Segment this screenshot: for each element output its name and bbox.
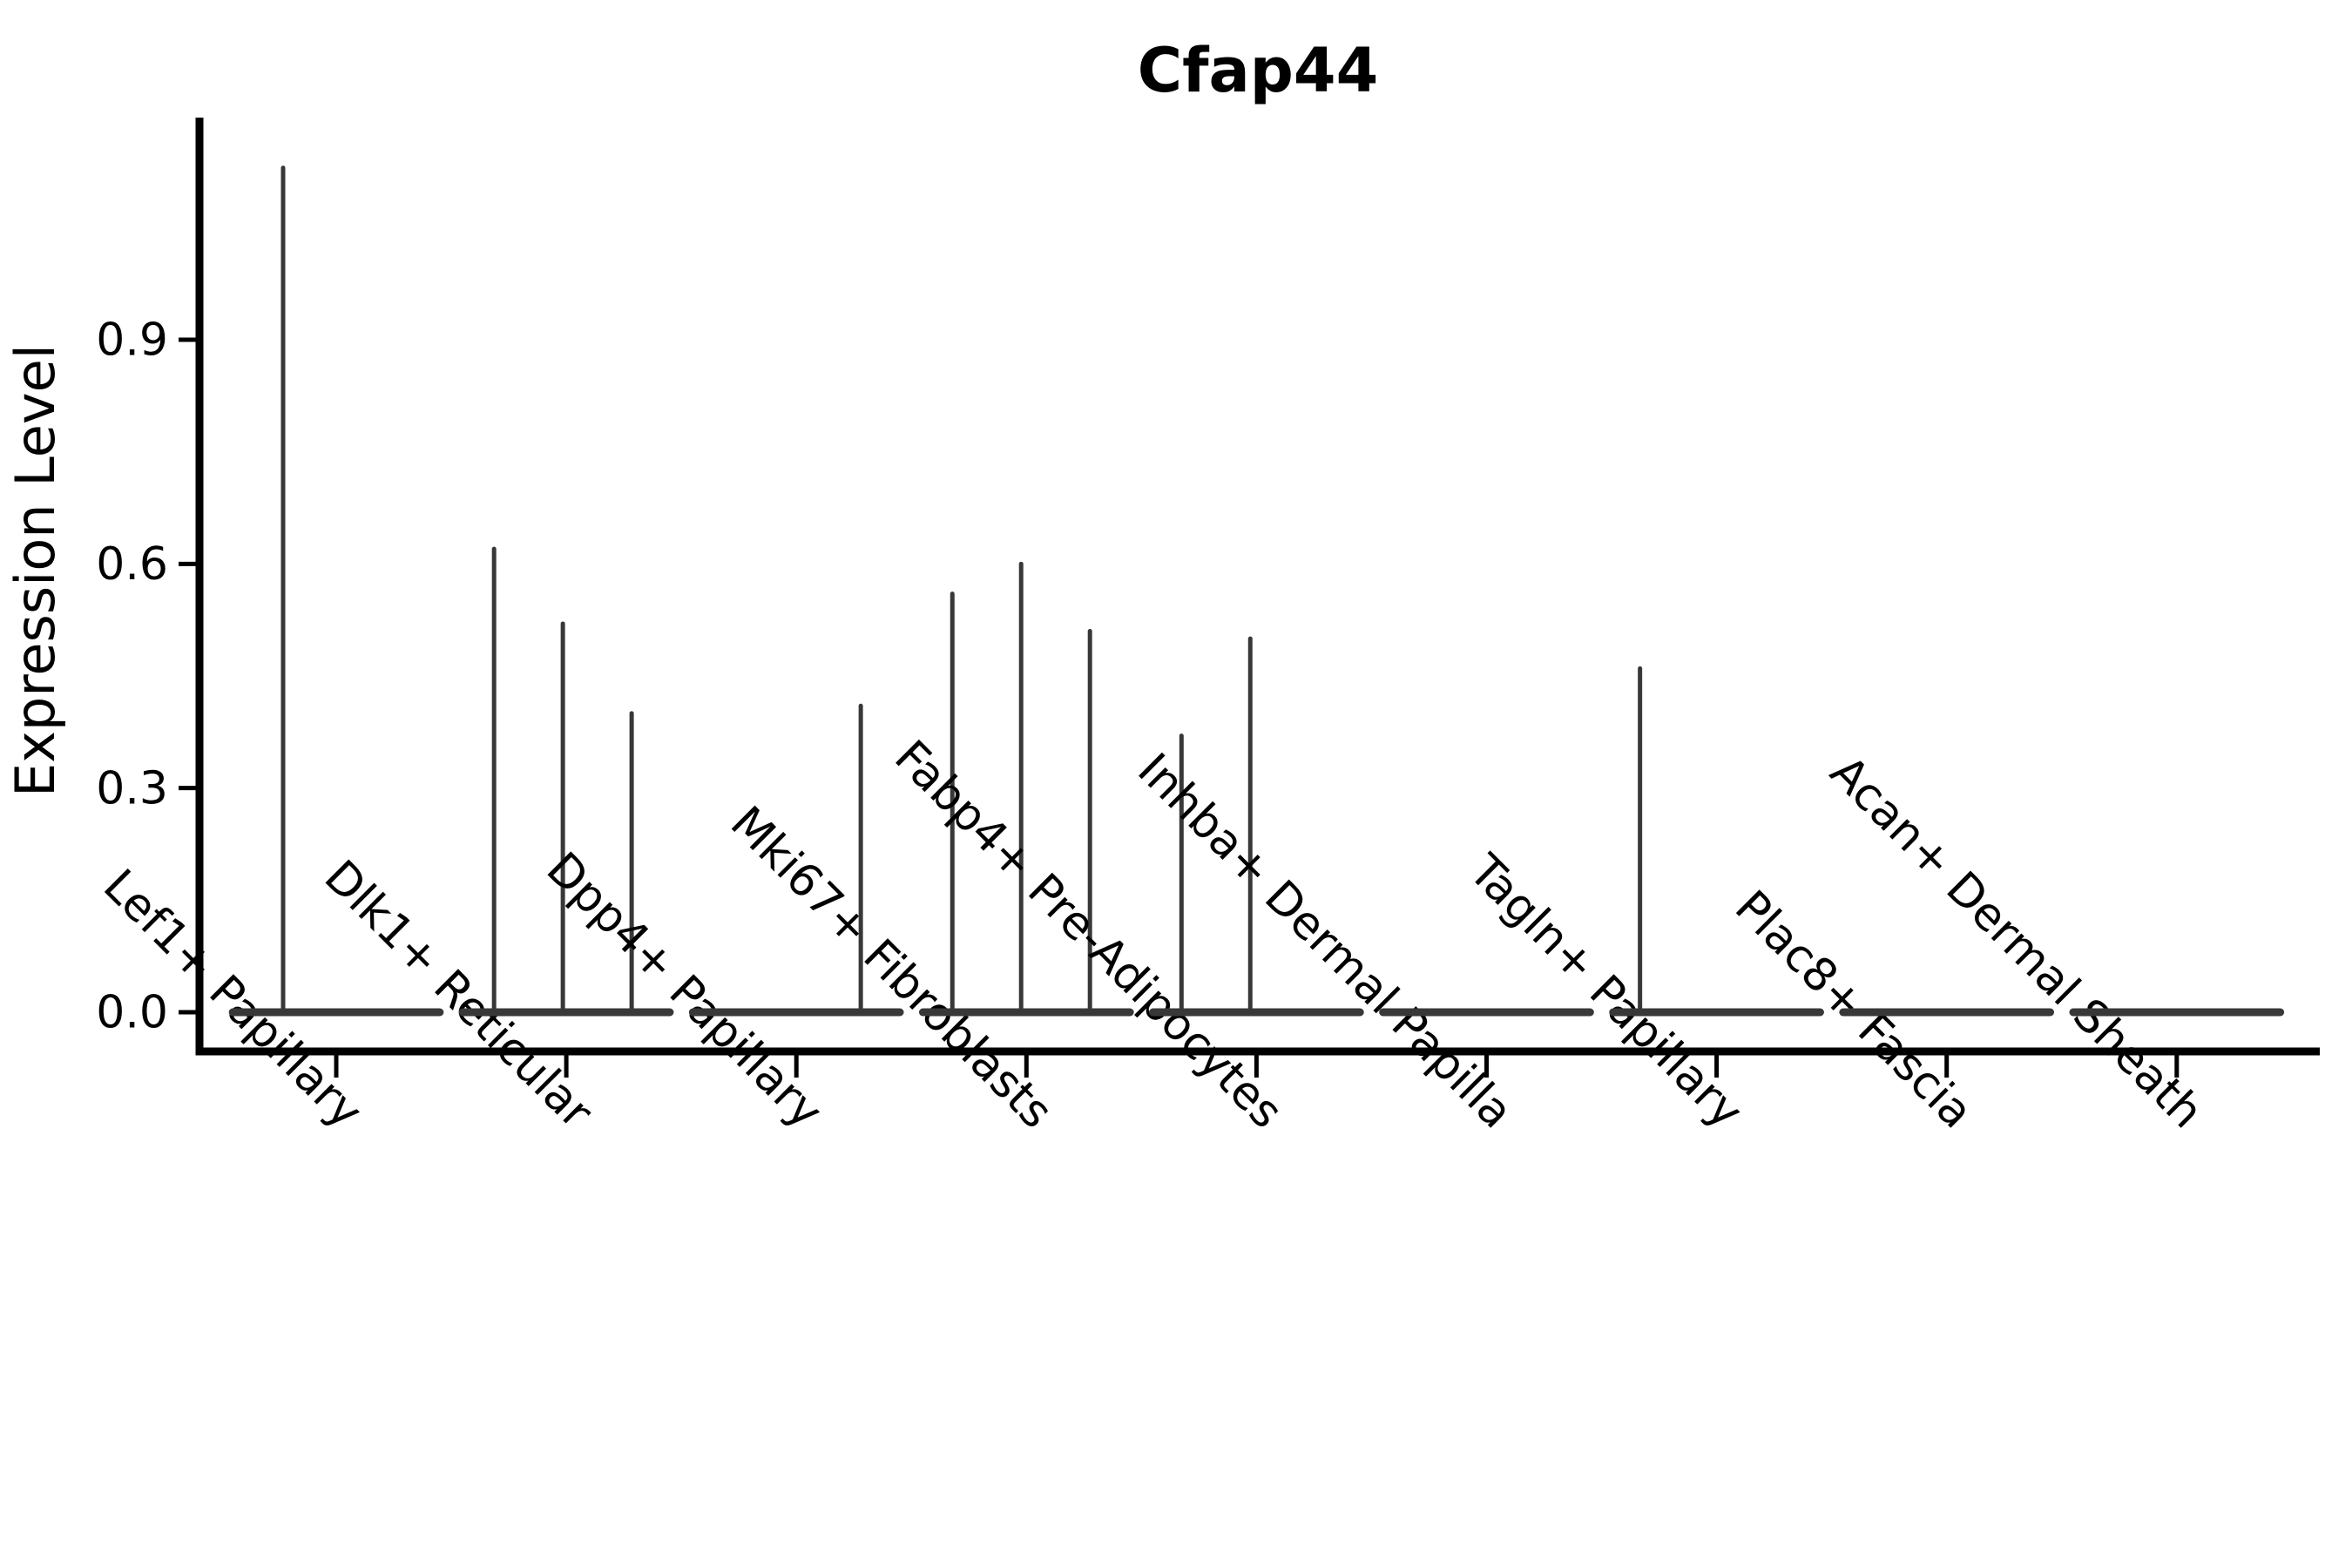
y-tick-label: 0.3 — [96, 762, 168, 814]
y-axis-label: Expression Level — [3, 344, 67, 797]
y-tick-label: 0.9 — [96, 314, 168, 367]
y-tick-label: 0.0 — [96, 987, 168, 1039]
chart-title: Cfap44 — [1138, 35, 1379, 106]
y-tick-label: 0.6 — [96, 538, 168, 591]
